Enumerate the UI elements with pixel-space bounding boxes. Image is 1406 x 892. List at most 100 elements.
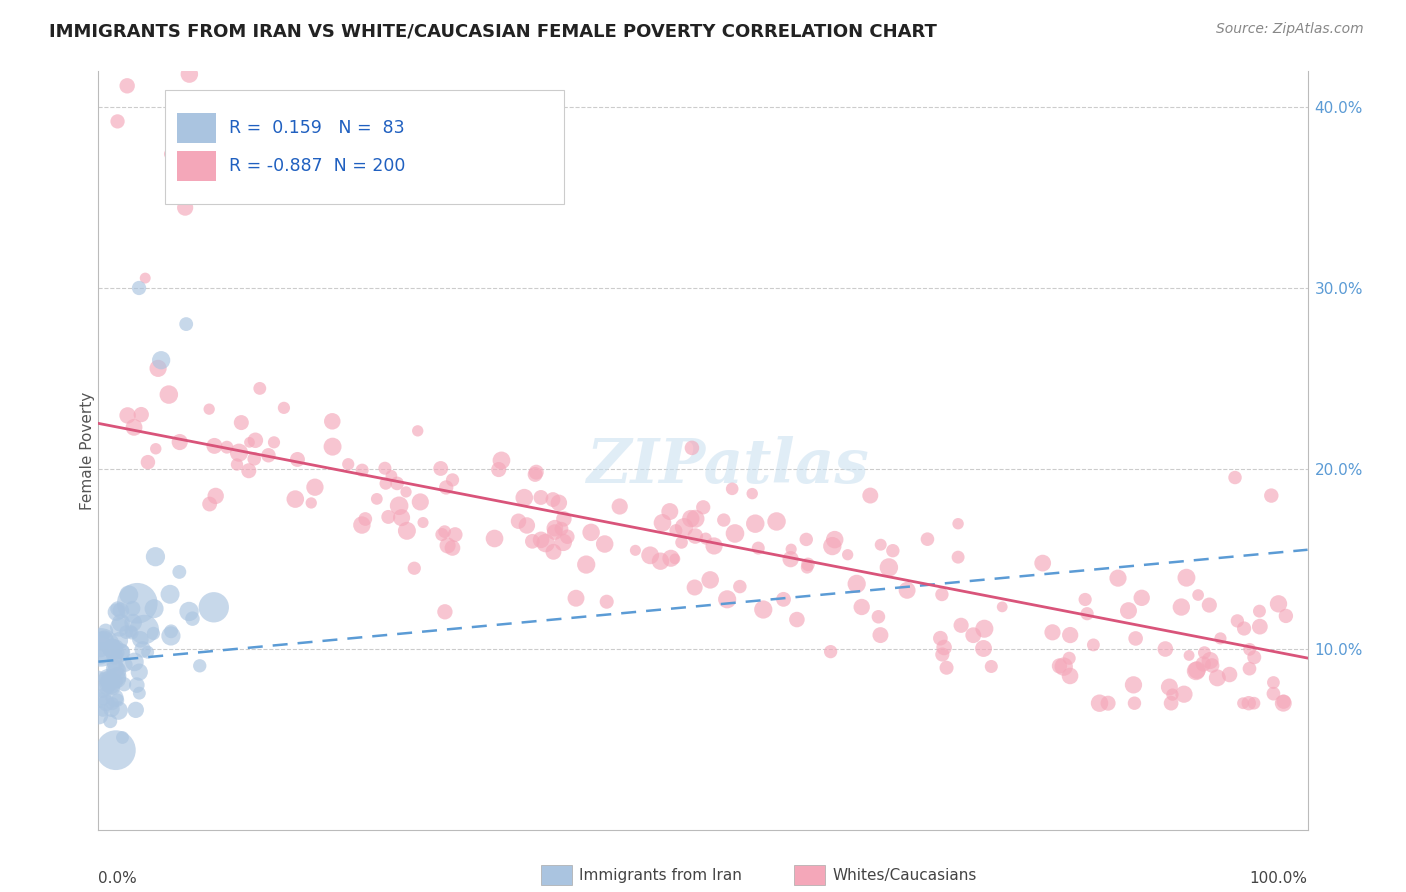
Point: [129, 408, 152, 422]
Point: [177, 605, 200, 619]
Point: [1199, 653, 1222, 667]
Point: [188, 658, 211, 673]
Point: [150, 353, 173, 368]
Point: [747, 541, 769, 555]
Point: [129, 632, 152, 647]
Point: [673, 520, 696, 534]
Point: [404, 561, 426, 575]
Point: [128, 665, 150, 679]
Point: [238, 435, 260, 450]
Point: [557, 530, 579, 544]
Point: [128, 281, 150, 295]
Point: [1198, 598, 1220, 612]
Point: [1185, 664, 1208, 678]
Point: [107, 646, 129, 660]
Point: [436, 538, 458, 552]
Point: [174, 201, 197, 215]
Point: [202, 600, 225, 615]
Point: [159, 147, 181, 161]
Point: [946, 516, 969, 531]
Point: [107, 693, 129, 707]
Point: [1243, 696, 1265, 710]
Point: [931, 588, 953, 602]
Point: [374, 476, 396, 491]
Point: [257, 448, 280, 462]
Point: [134, 623, 156, 637]
Point: [650, 554, 672, 568]
Point: [1187, 588, 1209, 602]
Text: R =  0.159   N =  83: R = 0.159 N = 83: [229, 120, 405, 137]
Point: [91, 704, 114, 718]
Point: [429, 461, 451, 475]
Point: [824, 533, 846, 547]
Point: [543, 545, 565, 559]
Point: [703, 539, 725, 553]
Point: [692, 500, 714, 515]
Point: [89, 708, 111, 723]
Point: [412, 516, 434, 530]
Point: [273, 401, 295, 415]
Point: [516, 518, 538, 533]
Point: [198, 402, 221, 417]
Point: [681, 441, 703, 455]
Point: [1272, 696, 1295, 710]
Point: [1239, 662, 1261, 676]
Point: [935, 661, 957, 675]
Point: [1272, 695, 1295, 709]
Point: [524, 465, 547, 479]
Point: [430, 527, 453, 541]
Point: [98, 671, 121, 685]
Point: [350, 518, 373, 533]
Point: [121, 625, 143, 640]
Point: [215, 440, 238, 454]
Point: [321, 414, 343, 428]
Point: [366, 491, 388, 506]
Point: [1218, 667, 1240, 681]
Point: [683, 581, 706, 595]
Point: [565, 591, 588, 606]
Point: [1125, 632, 1147, 646]
Point: [159, 587, 181, 601]
Point: [671, 535, 693, 549]
Point: [1123, 696, 1146, 710]
Point: [226, 458, 249, 472]
Point: [1249, 604, 1271, 618]
Point: [105, 664, 128, 678]
Point: [794, 533, 817, 547]
Point: [127, 596, 149, 610]
Point: [1107, 571, 1129, 585]
Point: [114, 657, 136, 672]
Point: [98, 714, 121, 729]
Point: [204, 489, 226, 503]
Point: [1267, 597, 1289, 611]
Point: [1275, 608, 1298, 623]
Point: [679, 511, 702, 525]
Point: [97, 672, 120, 686]
Point: [136, 645, 159, 659]
Point: [100, 702, 122, 716]
Point: [146, 361, 169, 376]
Point: [845, 577, 868, 591]
Point: [249, 381, 271, 395]
Point: [145, 442, 167, 456]
Point: [1263, 675, 1285, 690]
Point: [263, 435, 285, 450]
FancyBboxPatch shape: [177, 151, 215, 181]
Point: [593, 537, 616, 551]
Point: [973, 622, 995, 636]
Point: [508, 514, 530, 528]
Point: [90, 642, 112, 657]
Point: [91, 683, 114, 698]
Point: [107, 602, 129, 616]
Point: [380, 468, 402, 483]
Point: [198, 497, 221, 511]
Point: [877, 560, 900, 574]
Point: [752, 602, 775, 616]
Point: [780, 542, 803, 557]
Point: [105, 669, 128, 683]
Point: [869, 628, 891, 642]
Point: [1049, 659, 1071, 673]
Point: [90, 632, 112, 646]
Point: [441, 541, 464, 555]
Point: [111, 731, 134, 745]
